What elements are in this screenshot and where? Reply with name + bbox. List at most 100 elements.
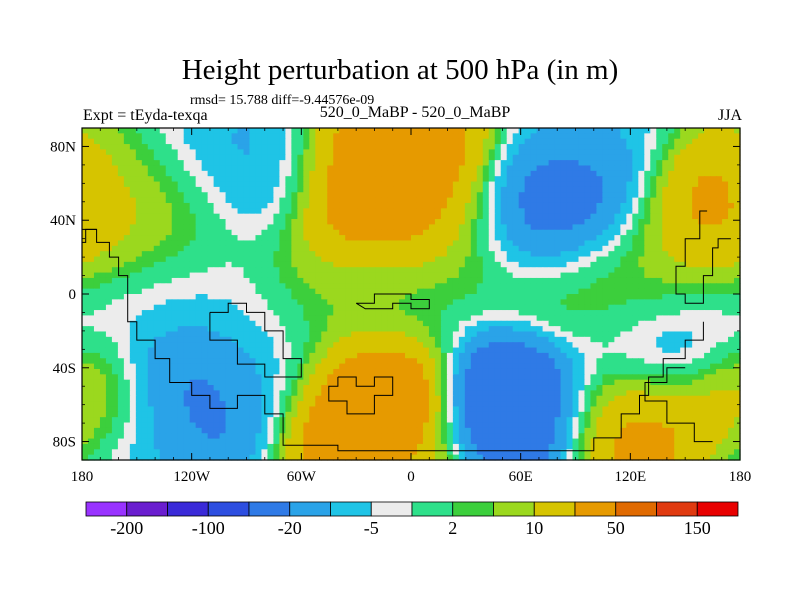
heatmap-cell — [177, 331, 185, 338]
heatmap-cell — [183, 352, 191, 359]
heatmap-cell — [728, 229, 735, 236]
heatmap-cell — [321, 219, 328, 225]
heatmap-cell — [183, 245, 191, 252]
heatmap-cell — [345, 294, 352, 300]
heatmap-cell — [686, 138, 693, 145]
heatmap-cell — [596, 213, 604, 220]
heatmap-cell — [428, 197, 436, 204]
heatmap-cell — [458, 267, 466, 274]
heatmap-cell — [387, 186, 394, 193]
heatmap-cell — [87, 240, 95, 247]
heatmap-cell — [644, 288, 651, 295]
heatmap-cell — [285, 272, 292, 279]
heatmap-cell — [536, 144, 544, 151]
heatmap-cell — [87, 326, 95, 333]
heatmap-cell — [518, 326, 526, 333]
heatmap-cell — [207, 326, 215, 333]
heatmap-cell — [626, 363, 633, 370]
heatmap-cell — [698, 240, 705, 247]
heatmap-cell — [105, 347, 113, 354]
heatmap-cell — [261, 251, 269, 258]
heatmap-cell — [387, 224, 394, 231]
heatmap-cell — [345, 229, 352, 236]
heatmap-cell — [303, 176, 310, 183]
heatmap-cell — [542, 352, 550, 359]
heatmap-cell — [494, 288, 502, 295]
heatmap-cell — [554, 219, 562, 225]
heatmap-cell — [213, 197, 221, 204]
heatmap-cell — [297, 256, 304, 263]
heatmap-cell — [375, 267, 382, 274]
heatmap-cell — [225, 240, 233, 247]
heatmap-cell — [476, 352, 484, 359]
heatmap-cell — [297, 245, 304, 252]
heatmap-cell — [135, 219, 143, 225]
heatmap-cell — [369, 358, 376, 365]
heatmap-cell — [590, 251, 598, 258]
heatmap-cell — [734, 245, 741, 252]
heatmap-cell — [273, 224, 280, 231]
heatmap-cell — [644, 235, 651, 242]
heatmap-cell — [458, 336, 466, 343]
heatmap-cell — [237, 160, 245, 167]
heatmap-cell — [578, 208, 586, 215]
heatmap-cell — [650, 149, 657, 156]
heatmap-cell — [387, 197, 394, 204]
heatmap-cell — [327, 160, 334, 167]
heatmap-cell — [626, 245, 633, 252]
heatmap-cell — [500, 202, 508, 209]
heatmap-cell — [692, 256, 699, 263]
heatmap-cell — [458, 170, 466, 177]
heatmap-cell — [632, 256, 639, 263]
heatmap-cell — [644, 336, 651, 343]
heatmap-cell — [692, 267, 699, 274]
heatmap-cell — [82, 363, 89, 370]
heatmap-cell — [369, 197, 376, 204]
heatmap-cell — [470, 128, 478, 134]
heatmap-cell — [309, 310, 316, 317]
heatmap-cell — [105, 294, 113, 300]
heatmap-cell — [411, 149, 418, 156]
heatmap-cell — [357, 363, 364, 370]
heatmap-cell — [614, 128, 621, 134]
heatmap-cell — [668, 320, 675, 327]
heatmap-cell — [632, 304, 639, 311]
heatmap-cell — [482, 363, 490, 370]
heatmap-cell — [291, 197, 298, 204]
heatmap-cell — [452, 310, 460, 317]
heatmap-cell — [524, 256, 532, 263]
heatmap-cell — [273, 235, 280, 242]
heatmap-cell — [87, 192, 95, 199]
heatmap-cell — [411, 320, 418, 327]
heatmap-cell — [422, 181, 430, 188]
heatmap-cell — [620, 219, 627, 225]
heatmap-cell — [381, 144, 388, 151]
heatmap-cell — [405, 133, 412, 140]
heatmap-cell — [207, 363, 215, 370]
heatmap-cell — [375, 208, 382, 215]
heatmap-cell — [692, 320, 699, 327]
heatmap-cell — [237, 256, 245, 263]
heatmap-cell — [716, 358, 723, 365]
heatmap-cell — [716, 310, 723, 317]
heatmap-cell — [225, 304, 233, 311]
heatmap-cell — [207, 154, 215, 161]
heatmap-cell — [315, 358, 322, 365]
heatmap-cell — [626, 197, 633, 204]
heatmap-cell — [339, 186, 346, 193]
heatmap-cell — [201, 160, 209, 167]
heatmap-cell — [524, 267, 532, 274]
heatmap-cell — [506, 235, 514, 242]
heatmap-cell — [273, 315, 280, 322]
heatmap-cell — [93, 144, 101, 151]
heatmap-cell — [506, 331, 514, 338]
heatmap-cell — [464, 352, 472, 359]
heatmap-cell — [668, 342, 675, 349]
heatmap-cell — [273, 181, 280, 188]
heatmap-cell — [416, 347, 424, 354]
heatmap-cell — [692, 277, 699, 284]
heatmap-cell — [189, 261, 197, 268]
heatmap-cell — [722, 219, 729, 225]
heatmap-cell — [135, 133, 143, 140]
heatmap-cell — [213, 342, 221, 349]
